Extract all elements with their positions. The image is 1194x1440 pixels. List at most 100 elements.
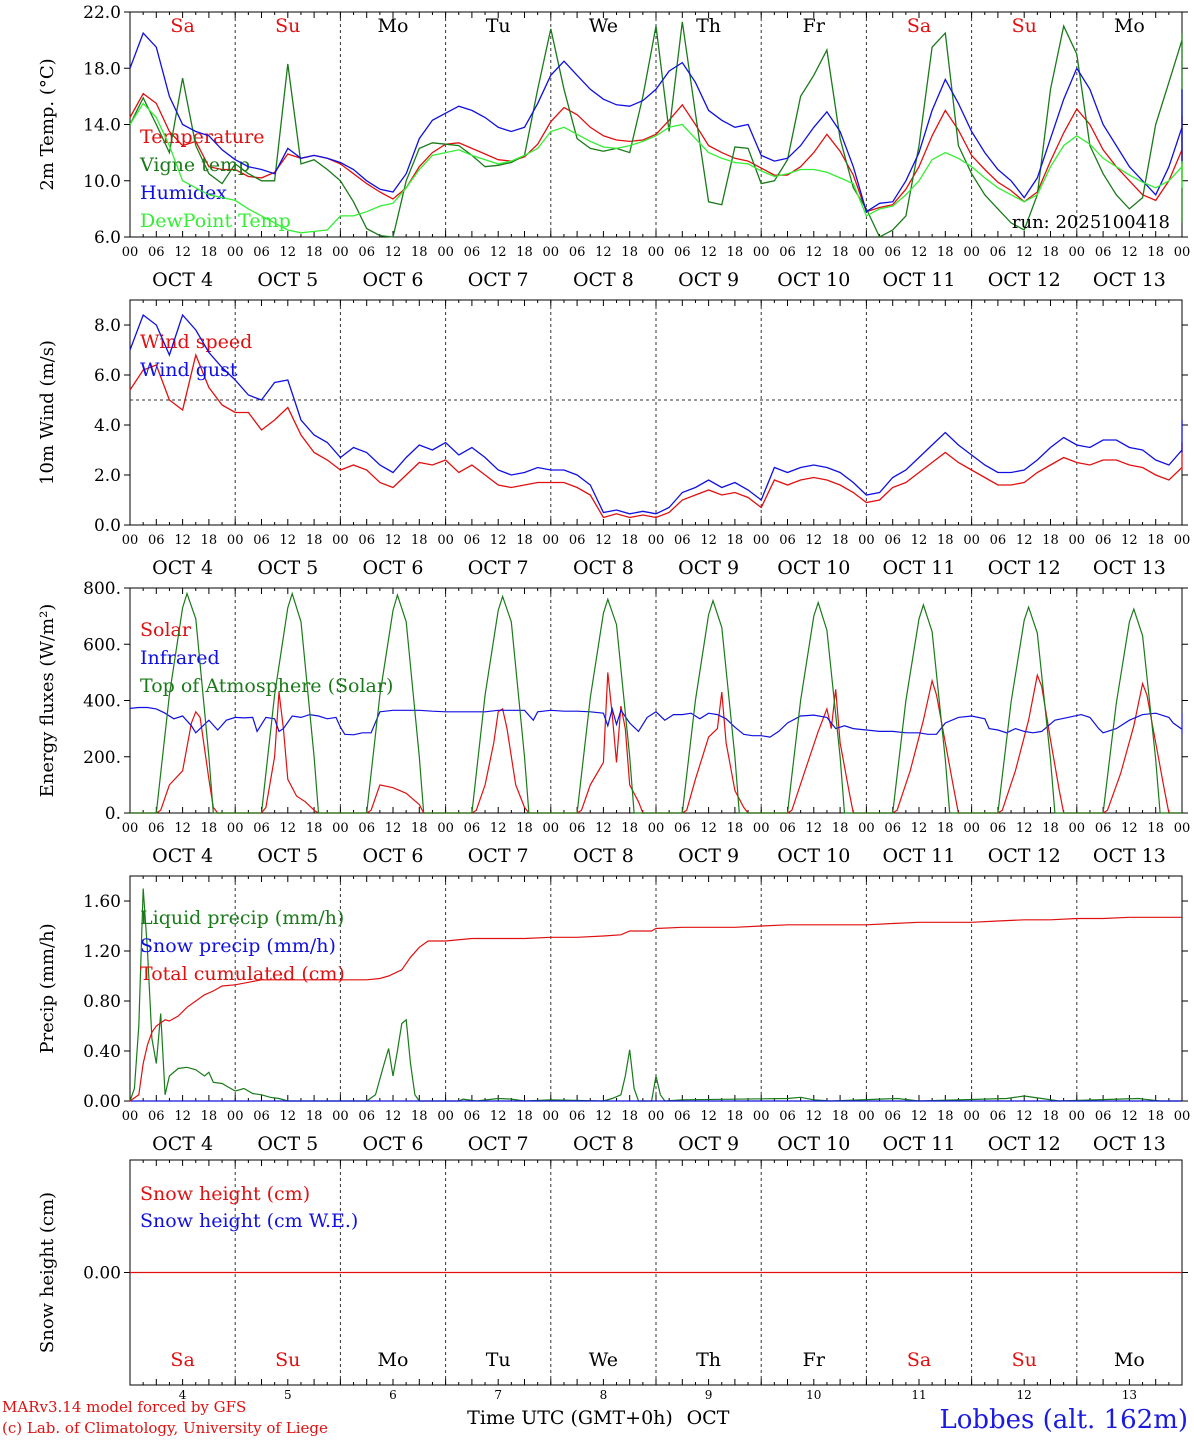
day-label: Tu bbox=[486, 1349, 511, 1371]
hour-tick-label: 06 bbox=[358, 821, 375, 836]
hour-tick-label: 18 bbox=[621, 821, 638, 836]
date-label: OCT 13 bbox=[1093, 845, 1166, 867]
hour-tick-label: 12 bbox=[280, 533, 297, 548]
lab-credit: (c) Lab. of Climatology, University of L… bbox=[2, 1419, 328, 1437]
day-label: Mo bbox=[1114, 15, 1145, 37]
date-label: OCT 7 bbox=[468, 1133, 529, 1155]
hour-tick-label: 00 bbox=[648, 1109, 665, 1124]
hour-tick-label: 00 bbox=[1174, 245, 1191, 260]
date-label: OCT 11 bbox=[882, 845, 955, 867]
date-label: OCT 6 bbox=[363, 845, 424, 867]
hour-tick-label: 06 bbox=[569, 533, 586, 548]
hour-tick-label: 00 bbox=[1174, 533, 1191, 548]
legend-label: Snow precip (mm/h) bbox=[140, 935, 336, 957]
date-label: OCT 9 bbox=[678, 557, 739, 579]
hour-tick-label: 00 bbox=[227, 1109, 244, 1124]
y-axis-title: 10m Wind (m/s) bbox=[37, 340, 58, 485]
date-label: OCT 13 bbox=[1093, 1133, 1166, 1155]
date-label: OCT 12 bbox=[988, 557, 1061, 579]
date-label: OCT 5 bbox=[257, 269, 318, 291]
hour-tick-label: 12 bbox=[385, 245, 402, 260]
legend-label: Humidex bbox=[140, 182, 227, 204]
hour-tick-label: 00 bbox=[122, 1109, 139, 1124]
y-axis-title: Energy fluxes (W/m²) bbox=[37, 604, 58, 798]
hour-tick-label: 00 bbox=[1069, 1109, 1086, 1124]
hour-tick-label: 00 bbox=[332, 1109, 349, 1124]
plot-layer: 6.010.014.018.022.02m Temp. (°C) Temperat… bbox=[37, 3, 1190, 1429]
hour-tick-label: 00 bbox=[648, 533, 665, 548]
hour-tick-label: 06 bbox=[884, 821, 901, 836]
hour-tick-label: 00 bbox=[753, 1109, 770, 1124]
day-number-label: 4 bbox=[179, 1388, 187, 1402]
hour-tick-label: 18 bbox=[1147, 245, 1164, 260]
day-label: Mo bbox=[378, 1349, 409, 1371]
hour-tick-label: 00 bbox=[543, 1109, 560, 1124]
hour-tick-label: 12 bbox=[174, 245, 191, 260]
hour-tick-label: 06 bbox=[253, 245, 270, 260]
hour-tick-label: 06 bbox=[779, 245, 796, 260]
date-label: OCT 5 bbox=[257, 557, 318, 579]
hour-tick-label: 06 bbox=[358, 533, 375, 548]
hour-tick-label: 00 bbox=[332, 821, 349, 836]
hour-tick-label: 12 bbox=[174, 821, 191, 836]
hour-tick-label: 18 bbox=[937, 1109, 954, 1124]
hour-tick-label: 18 bbox=[1042, 1109, 1059, 1124]
hour-tick-label: 18 bbox=[306, 245, 323, 260]
hour-tick-label: 00 bbox=[227, 533, 244, 548]
hour-tick-label: 18 bbox=[411, 533, 428, 548]
date-label: OCT 9 bbox=[678, 269, 739, 291]
hour-tick-label: 12 bbox=[1121, 533, 1138, 548]
y-axis-title: Precip (mm/h) bbox=[37, 923, 58, 1053]
hour-tick-label: 06 bbox=[779, 533, 796, 548]
hour-tick-label: 12 bbox=[1016, 821, 1033, 836]
hour-tick-label: 06 bbox=[779, 821, 796, 836]
hour-tick-label: 12 bbox=[280, 245, 297, 260]
date-label: OCT 8 bbox=[573, 269, 634, 291]
date-label: OCT 5 bbox=[257, 845, 318, 867]
y-tick-label: 600. bbox=[83, 635, 121, 655]
day-number-label: 9 bbox=[705, 1388, 713, 1402]
hour-tick-label: 12 bbox=[806, 245, 823, 260]
day-number-label: 7 bbox=[494, 1388, 502, 1402]
legend-label: Total cumulated (cm) bbox=[140, 963, 345, 985]
y-axis-title: Snow height (cm) bbox=[37, 1192, 58, 1353]
hour-tick-label: 06 bbox=[358, 1109, 375, 1124]
y-tick-label: 4.0 bbox=[94, 416, 121, 436]
y-axis-title: 2m Temp. (°C) bbox=[37, 58, 58, 190]
day-label: Sa bbox=[907, 1349, 931, 1371]
hour-tick-label: 06 bbox=[884, 245, 901, 260]
date-label: OCT 4 bbox=[152, 845, 213, 867]
hour-tick-label: 18 bbox=[621, 245, 638, 260]
y-tick-label: 0. bbox=[105, 804, 121, 824]
series-line bbox=[130, 672, 1182, 814]
hour-tick-label: 06 bbox=[253, 1109, 270, 1124]
plot-frame bbox=[129, 299, 1183, 526]
y-tick-label: 400. bbox=[83, 692, 121, 712]
hour-tick-label: 12 bbox=[700, 245, 717, 260]
legend-label: Solar bbox=[140, 619, 192, 641]
hour-tick-label: 00 bbox=[543, 245, 560, 260]
legend-label: Wind speed bbox=[140, 331, 252, 353]
date-label: OCT 11 bbox=[882, 557, 955, 579]
day-label: Sa bbox=[170, 1349, 194, 1371]
day-label: Tu bbox=[486, 15, 511, 37]
date-label: OCT 10 bbox=[777, 1133, 850, 1155]
hour-tick-label: 18 bbox=[727, 533, 744, 548]
hour-tick-label: 00 bbox=[122, 533, 139, 548]
hour-tick-label: 06 bbox=[464, 821, 481, 836]
hour-tick-label: 12 bbox=[280, 821, 297, 836]
day-label: Fr bbox=[803, 1349, 826, 1371]
hour-tick-label: 06 bbox=[253, 533, 270, 548]
legend-label: Top of Atmosphere (Solar) bbox=[140, 675, 393, 697]
series-line bbox=[129, 102, 1183, 234]
hour-tick-label: 12 bbox=[385, 821, 402, 836]
hour-tick-label: 06 bbox=[990, 533, 1007, 548]
hour-tick-label: 12 bbox=[1016, 533, 1033, 548]
hour-tick-label: 06 bbox=[1095, 821, 1112, 836]
series-line bbox=[129, 706, 1183, 738]
day-label: Fr bbox=[803, 15, 826, 37]
y-tick-label: 6.0 bbox=[94, 228, 121, 248]
hour-tick-label: 12 bbox=[280, 1109, 297, 1124]
hour-tick-label: 18 bbox=[201, 245, 218, 260]
